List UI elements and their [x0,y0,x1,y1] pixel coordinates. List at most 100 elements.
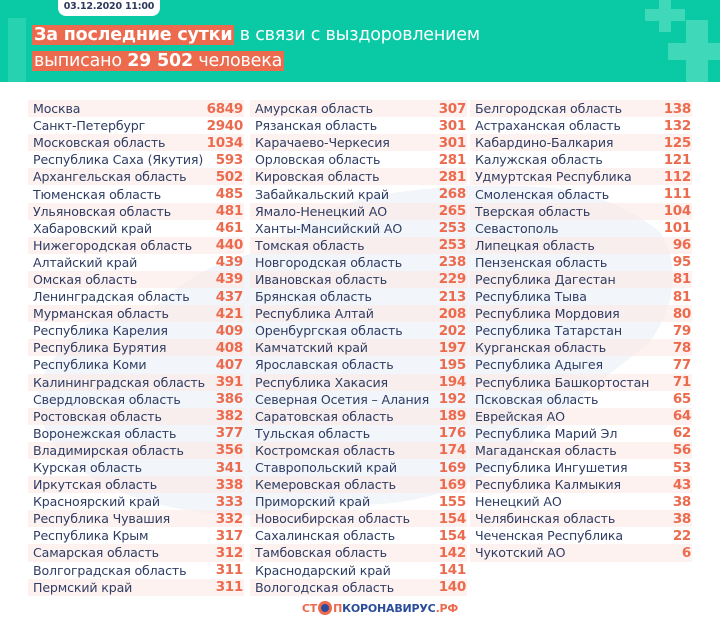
discharged-count: 112 [663,168,692,185]
region-row: Республика Коми 407 [28,356,244,373]
discharged-count: 43 [672,476,691,493]
region-name: Ростовская область [33,408,162,424]
region-name: Курская область [33,460,142,476]
plus-decoration [686,20,708,82]
discharged-count: 71 [672,374,691,391]
discharged-count: 138 [663,100,692,117]
region-name: Москва [33,101,81,117]
region-row: Пермский край 311 [28,578,244,596]
discharged-count: 169 [438,459,467,476]
region-name: Алтайский край [33,254,138,270]
region-name: Хабаровский край [33,220,152,236]
region-row: Республика Ингушетия 53 [470,459,692,476]
region-name: Новосибирская область [255,511,410,527]
total-discharged: 29 502 [127,51,193,71]
region-name: Чукотский АО [475,545,566,561]
region-row: Иркутская область 338 [28,476,244,494]
discharged-count: 502 [215,168,244,185]
region-row: Кабардино-Балкария 125 [470,134,692,152]
region-row: Республика Карелия 409 [28,322,244,339]
discharged-count: 2940 [206,117,244,134]
region-name: Ульяновская область [33,203,171,219]
region-row: Северная Осетия – Алания 192 [250,391,467,408]
region-row: Камчатский край 197 [250,339,467,357]
region-row: Новгородская область 238 [250,254,467,271]
region-name: Пензенская область [475,254,608,270]
regions-column-1: Москва 6849 Санкт-Петербург 2940 Московская … [28,100,244,596]
discharged-count: 301 [438,134,467,151]
region-row: Тюменская область 485 [28,185,244,202]
discharged-count: 341 [215,459,244,476]
discharged-count: 281 [438,151,467,168]
discharged-count: 440 [215,237,244,254]
discharged-count: 155 [438,493,467,510]
discharged-count: 176 [438,425,467,442]
region-name: Республика Башкортостан [475,374,650,390]
region-name: Самарская область [33,545,159,561]
discharged-count: 213 [438,288,467,305]
headline-highlight: За последние сутки [32,25,235,45]
region-name: Калининградская область [33,374,205,390]
regions-column-3: Белгородская область 138 Астраханская обла… [470,100,692,562]
region-row: Вологодская область 140 [250,578,467,596]
region-row: Челябинская область 38 [470,510,692,528]
region-row: Республика Калмыкия 43 [470,476,692,494]
region-row: Ульяновская область 481 [28,202,244,220]
discharged-count: 437 [215,288,244,305]
discharged-count: 195 [438,356,467,373]
discharged-count: 121 [663,151,692,168]
region-name: Тюменская область [33,186,161,202]
region-row: Амурская область 307 [250,100,467,118]
region-row: Астраханская область 132 [470,117,692,134]
region-row: Ненецкий АО 38 [470,493,692,510]
region-name: Ярославская область [255,357,394,373]
region-row: Ханты-Мансийский АО 253 [250,220,467,237]
region-row: Московская область 1034 [28,134,244,152]
region-name: Псковская область [475,391,599,407]
region-name: Вологодская область [255,579,395,595]
discharged-count: 311 [215,579,244,596]
region-name: Республика Татарстан [475,323,622,339]
region-row: Самарская область 312 [28,544,244,562]
region-name: Карачаево-Черкесия [255,135,390,151]
region-row: Республика Алтай 208 [250,305,467,323]
region-row: Республика Адыгея 77 [470,356,692,373]
region-row: Алтайский край 439 [28,254,244,271]
region-row: Республика Дагестан 81 [470,270,692,289]
region-name: Удмуртская Республика [475,169,632,185]
region-row: Республика Татарстан 79 [470,322,692,339]
region-row: Чукотский АО 6 [470,544,692,562]
discharged-count: 132 [663,117,692,134]
region-name: Магаданская область [475,442,617,458]
region-name: Астраханская область [475,118,621,134]
discharged-count: 281 [438,168,467,185]
region-name: Воронежская область [33,425,177,441]
region-name: Республика Чувашия [33,511,171,527]
headline-rest: в связи с выздоровлением [234,25,480,45]
region-row: Удмуртская Республика 112 [470,168,692,186]
region-name: Амурская область [255,101,373,117]
region-name: Республика Алтай [255,306,374,322]
headline-suffix: человека [192,51,283,71]
region-row: Орловская область 281 [250,151,467,168]
region-row: Костромская область 174 [250,441,467,459]
discharged-count: 593 [215,151,244,168]
discharged-count: 79 [672,322,691,339]
discharged-count: 80 [672,305,691,322]
region-row: Архангельская область 502 [28,168,244,186]
discharged-count: 307 [438,100,467,117]
region-name: Кировская область [255,169,380,185]
region-row: Кировская область 281 [250,168,467,186]
discharged-count: 407 [215,356,244,373]
discharged-count: 253 [438,220,467,237]
discharged-count: 333 [215,493,244,510]
region-name: Белгородская область [475,101,622,117]
region-row: Карачаево-Черкесия 301 [250,134,467,152]
discharged-count: 81 [672,271,691,288]
region-name: Томская область [255,237,365,253]
discharged-count: 174 [438,442,467,459]
region-name: Санкт-Петербург [33,118,146,134]
region-name: Тульская область [255,425,370,441]
region-name: Сахалинская область [255,528,396,544]
region-row: Оренбургская область 202 [250,322,467,339]
